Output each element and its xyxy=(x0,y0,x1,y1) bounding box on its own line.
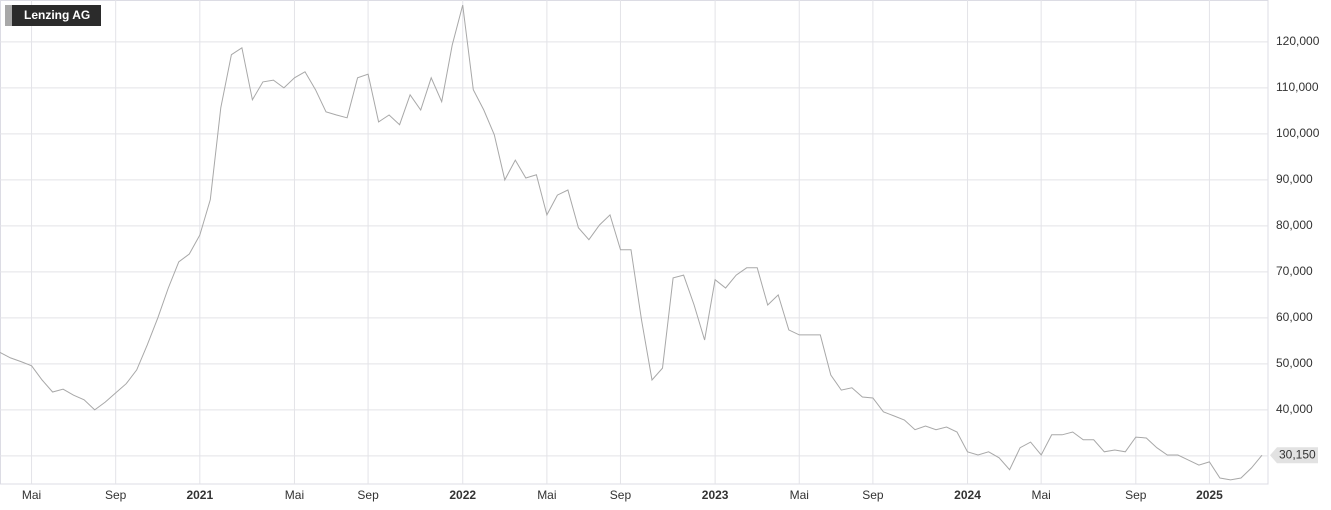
x-tick-label: Mai xyxy=(790,488,809,502)
x-tick-label: 2022 xyxy=(449,488,476,502)
legend: Lenzing AG xyxy=(5,5,101,26)
x-tick-label: 2023 xyxy=(702,488,729,502)
x-tick-label: Sep xyxy=(1125,488,1147,502)
y-tick-label: 60,000 xyxy=(1276,310,1313,324)
last-value-label: 30,150 xyxy=(1279,447,1316,461)
x-tick-label: Mai xyxy=(537,488,556,502)
x-tick-label: Sep xyxy=(610,488,632,502)
x-tick-label: 2021 xyxy=(186,488,213,502)
x-tick-label: Sep xyxy=(357,488,379,502)
last-value-flag xyxy=(1270,447,1318,464)
y-tick-label: 120,000 xyxy=(1276,34,1320,48)
y-tick-label: 50,000 xyxy=(1276,356,1313,370)
y-tick-label: 100,000 xyxy=(1276,126,1320,140)
price-line xyxy=(0,4,1263,481)
plot-border xyxy=(0,0,1269,485)
legend-label: Lenzing AG xyxy=(24,8,90,22)
y-tick-label: 40,000 xyxy=(1276,402,1313,416)
legend-swatch xyxy=(5,5,12,26)
y-tick-label: 90,000 xyxy=(1276,172,1313,186)
y-tick-label: 110,000 xyxy=(1276,80,1319,94)
x-tick-label: Mai xyxy=(285,488,304,502)
x-tick-label: Sep xyxy=(862,488,884,502)
y-tick-label: 70,000 xyxy=(1276,264,1313,278)
x-tick-label: Mai xyxy=(1031,488,1050,502)
x-tick-label: Sep xyxy=(105,488,127,502)
y-tick-label: 80,000 xyxy=(1276,218,1313,232)
legend-box xyxy=(5,5,101,26)
x-tick-label: 2024 xyxy=(954,488,981,502)
x-tick-label: 2025 xyxy=(1196,488,1223,502)
x-tick-label: Mai xyxy=(22,488,41,502)
